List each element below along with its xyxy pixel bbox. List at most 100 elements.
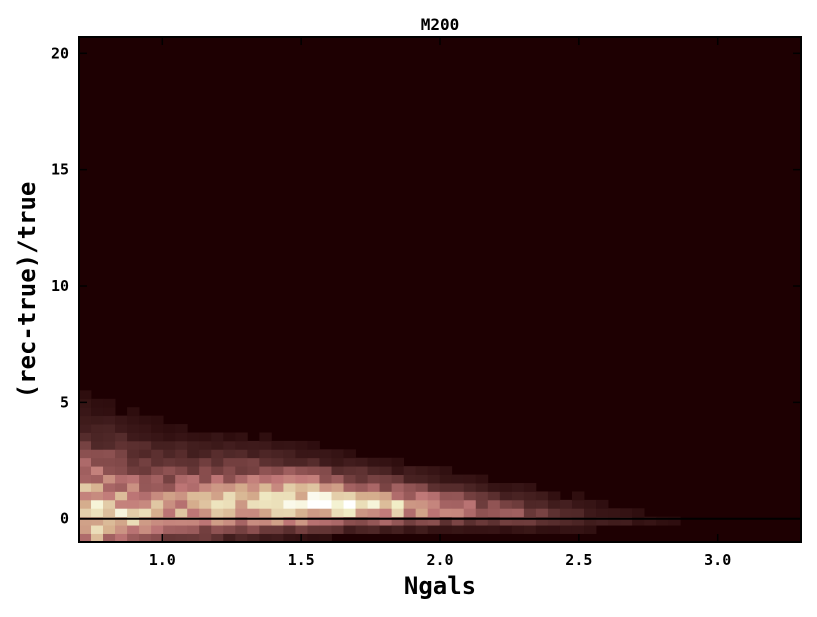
heatmap-cell	[127, 449, 139, 458]
heatmap-cell	[211, 441, 223, 450]
heatmap-cell	[199, 508, 211, 517]
heatmap-cell	[356, 483, 368, 492]
heatmap-cell	[139, 508, 151, 517]
heatmap-cell	[512, 483, 524, 492]
heatmap-cell	[271, 525, 283, 534]
heatmap-cell	[356, 458, 368, 467]
heatmap-cell	[247, 525, 259, 534]
heatmap-cell	[175, 491, 187, 500]
heatmap-cell	[368, 458, 380, 467]
heatmap-cell	[392, 466, 404, 475]
heatmap-cell	[151, 491, 163, 500]
heatmap-cell	[259, 449, 271, 458]
heatmap-cell	[127, 525, 139, 534]
heatmap-cell	[199, 449, 211, 458]
heatmap-cell	[175, 458, 187, 467]
heatmap-cell	[548, 500, 560, 509]
heatmap-cell	[380, 483, 392, 492]
heatmap-cell	[199, 483, 211, 492]
heatmap-cell	[380, 525, 392, 534]
heatmap-cell	[295, 491, 307, 500]
heatmap-cell	[356, 500, 368, 509]
heatmap-cell	[79, 475, 91, 484]
heatmap-cell	[368, 483, 380, 492]
heatmap-cell	[127, 475, 139, 484]
heatmap-cell	[476, 525, 488, 534]
heatmap-cell	[476, 483, 488, 492]
heatmap-cell	[223, 432, 235, 441]
heatmap-cell	[247, 441, 259, 450]
heatmap-cell	[259, 491, 271, 500]
heatmap-cell	[79, 416, 91, 425]
heatmap-cell	[199, 475, 211, 484]
heatmap-cell	[223, 475, 235, 484]
heatmap-cell	[79, 483, 91, 492]
heatmap-cell	[91, 458, 103, 467]
heatmap-cell	[175, 432, 187, 441]
heatmap-cell	[163, 441, 175, 450]
heatmap-cell	[596, 508, 608, 517]
heatmap-cell	[235, 466, 247, 475]
heatmap-cell	[163, 466, 175, 475]
heatmap-cell	[356, 508, 368, 517]
heatmap-cell	[151, 441, 163, 450]
heatmap-cell	[127, 483, 139, 492]
heatmap-cell	[307, 449, 319, 458]
y-tick-label: 10	[51, 277, 69, 295]
x-tick-label: 3.0	[704, 551, 731, 569]
heatmap-cell	[115, 441, 127, 450]
heatmap-cell	[368, 466, 380, 475]
heatmap-cell	[247, 475, 259, 484]
heatmap-cell	[572, 508, 584, 517]
heatmap-cell	[476, 475, 488, 484]
heatmap-cell	[139, 432, 151, 441]
heatmap-cell	[319, 500, 331, 509]
heatmap-cell	[103, 441, 115, 450]
heatmap-cell	[247, 483, 259, 492]
heatmap-cell	[235, 458, 247, 467]
heatmap-cell	[127, 466, 139, 475]
heatmap-cell	[115, 500, 127, 509]
heatmap-cell	[283, 508, 295, 517]
heatmap-cell	[175, 508, 187, 517]
heatmap-cell	[404, 491, 416, 500]
y-axis-label: (rec-true)/true	[13, 182, 41, 399]
heatmap-cell	[368, 508, 380, 517]
heatmap-cell	[332, 475, 344, 484]
heatmap-cell	[211, 483, 223, 492]
heatmap-cell	[283, 449, 295, 458]
heatmap-cell	[259, 432, 271, 441]
heatmap-cell	[139, 483, 151, 492]
heatmap-cell	[91, 441, 103, 450]
heatmap-cell	[211, 500, 223, 509]
heatmap-cell	[295, 508, 307, 517]
heatmap-cell	[452, 475, 464, 484]
heatmap-cell	[524, 508, 536, 517]
heatmap-cell	[440, 500, 452, 509]
heatmap-cell	[103, 475, 115, 484]
heatmap-cell	[416, 525, 428, 534]
heatmap-cell	[175, 449, 187, 458]
heatmap-cell	[79, 525, 91, 534]
heatmap-cell	[163, 525, 175, 534]
heatmap-cell	[283, 500, 295, 509]
heatmap-cell	[536, 491, 548, 500]
y-tick-label: 20	[51, 44, 69, 62]
heatmap-cell	[356, 491, 368, 500]
heatmap-cell	[91, 525, 103, 534]
heatmap-cell	[440, 491, 452, 500]
heatmap-cell	[524, 500, 536, 509]
heatmap-cell	[211, 458, 223, 467]
heatmap-cell	[151, 525, 163, 534]
heatmap-cell	[572, 525, 584, 534]
heatmap-cell	[175, 441, 187, 450]
heatmap-cell	[332, 483, 344, 492]
heatmap-cell	[259, 525, 271, 534]
heatmap-cell	[283, 483, 295, 492]
heatmap-cell	[332, 500, 344, 509]
heatmap-cell	[187, 466, 199, 475]
heatmap-cell	[151, 449, 163, 458]
heatmap-cell	[295, 525, 307, 534]
heatmap-cell	[211, 525, 223, 534]
heatmap-cell	[115, 416, 127, 425]
